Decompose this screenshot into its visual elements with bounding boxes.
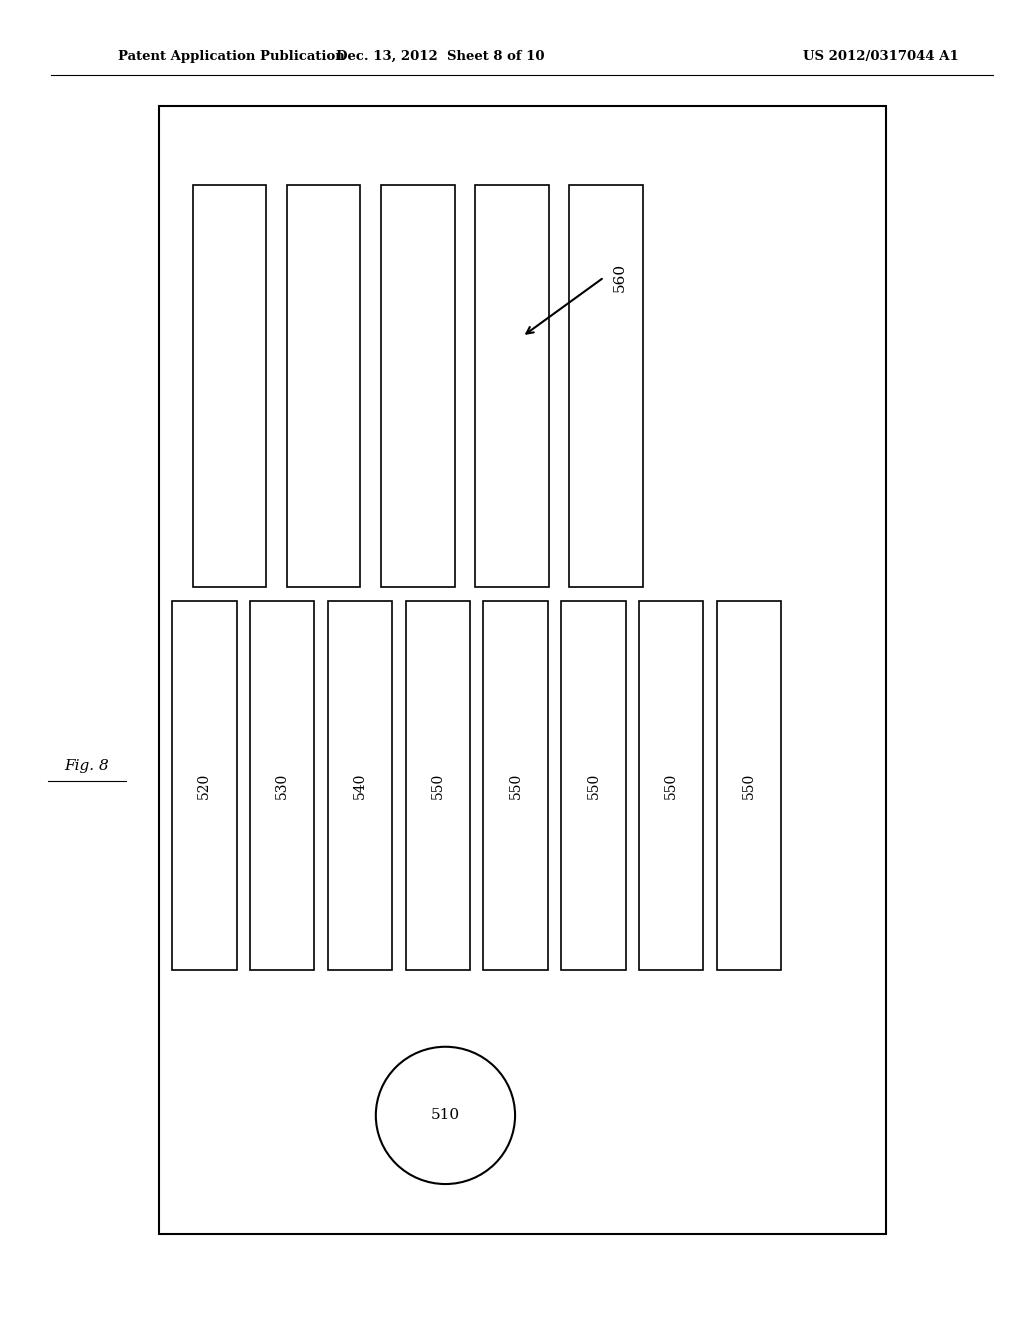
Text: 550: 550 — [742, 772, 756, 799]
Text: 560: 560 — [612, 263, 627, 292]
Text: Dec. 13, 2012  Sheet 8 of 10: Dec. 13, 2012 Sheet 8 of 10 — [336, 50, 545, 63]
Ellipse shape — [376, 1047, 515, 1184]
Text: 540: 540 — [353, 772, 367, 799]
Bar — [483, 601, 548, 970]
Bar — [569, 185, 643, 587]
Text: 550: 550 — [587, 772, 600, 799]
Bar — [287, 185, 360, 587]
Bar — [381, 185, 455, 587]
Text: Fig. 8: Fig. 8 — [65, 759, 110, 772]
Bar — [561, 601, 626, 970]
Bar — [193, 185, 266, 587]
Bar — [639, 601, 703, 970]
Text: US 2012/0317044 A1: US 2012/0317044 A1 — [803, 50, 958, 63]
Bar — [475, 185, 549, 587]
Text: 510: 510 — [431, 1109, 460, 1122]
Text: Patent Application Publication: Patent Application Publication — [118, 50, 344, 63]
Bar — [406, 601, 470, 970]
Text: 520: 520 — [198, 772, 211, 799]
Text: 550: 550 — [431, 772, 444, 799]
Text: 530: 530 — [275, 772, 289, 799]
Bar — [250, 601, 314, 970]
Text: 550: 550 — [665, 772, 678, 799]
Bar — [717, 601, 781, 970]
Text: 550: 550 — [509, 772, 522, 799]
Bar — [159, 106, 886, 1234]
Bar — [328, 601, 392, 970]
Bar — [172, 601, 237, 970]
